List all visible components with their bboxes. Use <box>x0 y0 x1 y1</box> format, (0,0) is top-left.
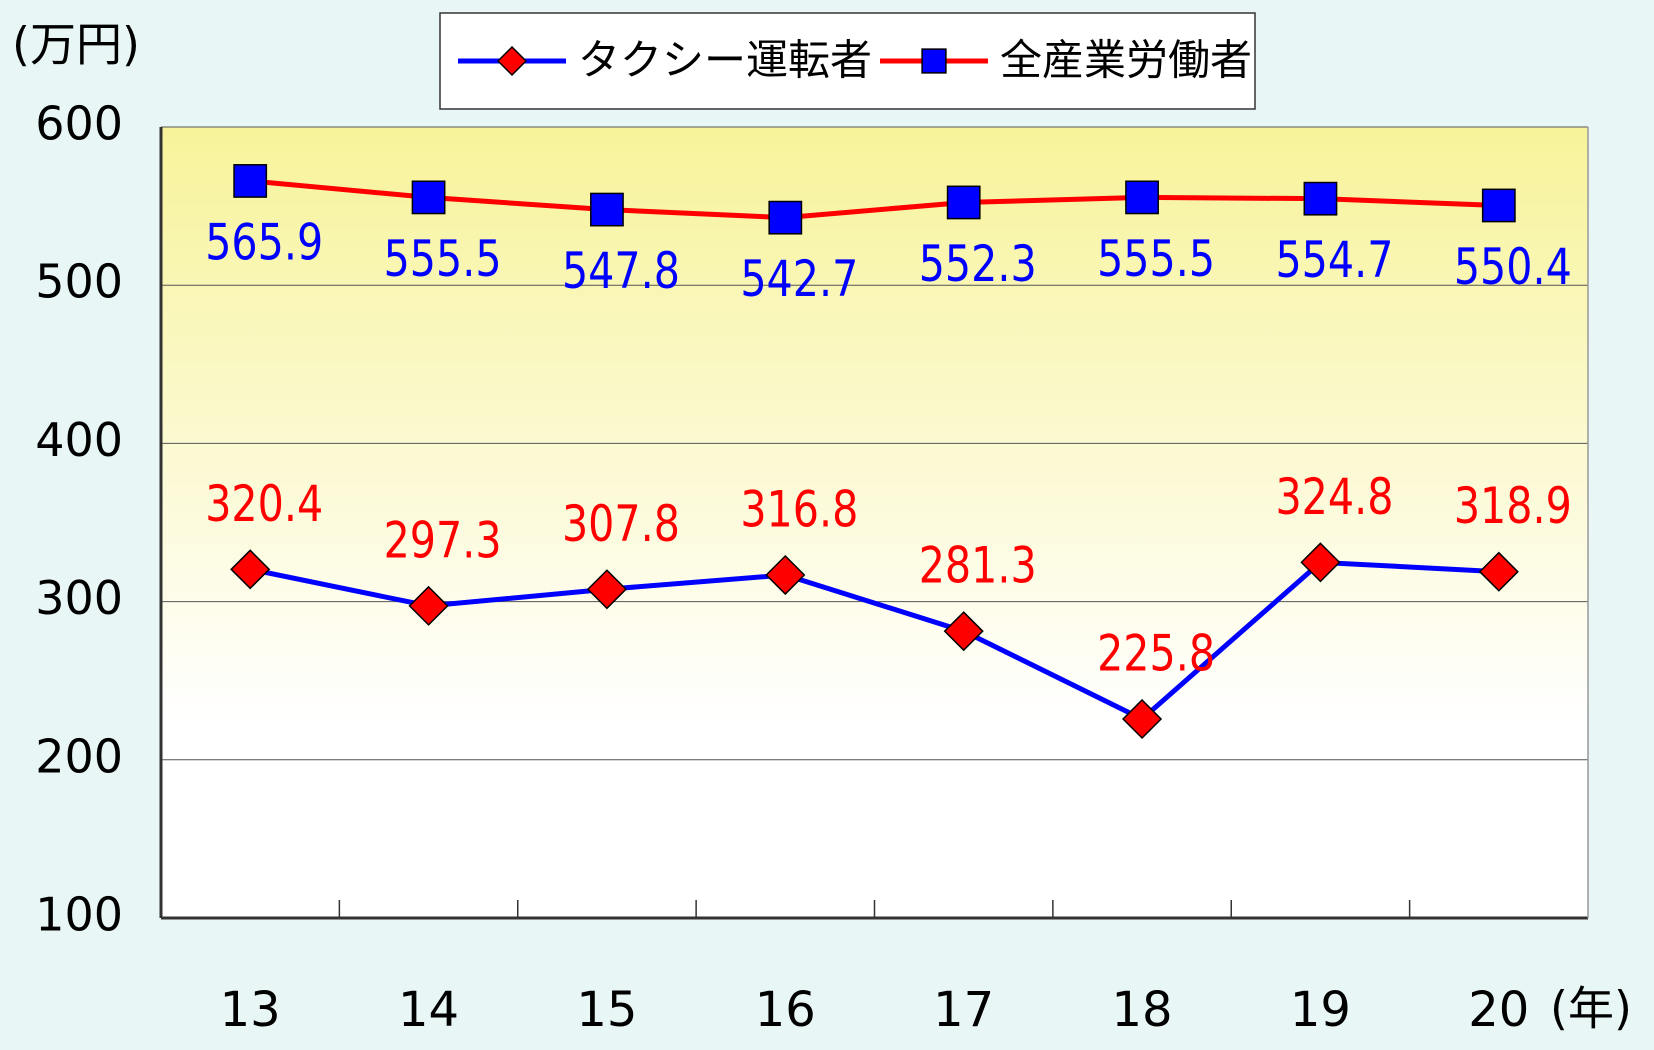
x-tick-label: 17 <box>933 982 994 1038</box>
data-label: 281.3 <box>919 537 1037 595</box>
marker <box>586 569 627 610</box>
marker <box>946 185 981 220</box>
data-label: 542.7 <box>740 250 858 308</box>
legend-marker <box>496 45 528 77</box>
data-label: 550.4 <box>1454 238 1572 296</box>
series-line <box>249 559 1499 722</box>
marker <box>408 585 449 626</box>
data-label: 316.8 <box>740 481 858 539</box>
marker <box>1478 551 1519 592</box>
y-tick-label: 400 <box>35 413 123 467</box>
x-tick-label: 20 <box>1468 982 1529 1038</box>
data-label: 552.3 <box>919 235 1037 293</box>
data-label: 555.5 <box>1097 230 1215 288</box>
legend-marker <box>921 48 947 74</box>
marker <box>1121 698 1163 740</box>
data-label: 565.9 <box>205 213 323 271</box>
data-label: 324.8 <box>1275 468 1393 526</box>
data-label: 554.7 <box>1275 231 1393 289</box>
marker <box>233 164 268 198</box>
legend-label: 全産業労働者 <box>1000 36 1252 85</box>
series-line <box>249 178 1499 221</box>
y-tick-label: 600 <box>35 97 123 151</box>
y-tick-label: 500 <box>35 255 123 309</box>
x-tick-label: 18 <box>1112 982 1173 1038</box>
x-tick-label: 15 <box>576 982 637 1038</box>
marker <box>1303 181 1338 216</box>
y-tick-label: 200 <box>35 729 123 783</box>
x-tick-label: 14 <box>398 982 459 1038</box>
data-label: 297.3 <box>384 511 502 569</box>
y-tick-label: 300 <box>35 571 123 625</box>
x-axis-label: (年) <box>1550 982 1632 1036</box>
y-axis-label: (万円) <box>12 18 140 72</box>
marker <box>768 200 803 235</box>
marker <box>1300 542 1341 583</box>
data-label: 225.8 <box>1097 624 1215 682</box>
y-tick-label: 100 <box>35 888 123 942</box>
marker <box>765 554 806 596</box>
data-label: 555.5 <box>384 230 502 288</box>
data-label: 547.8 <box>562 242 680 300</box>
data-label: 318.9 <box>1454 477 1572 535</box>
marker <box>590 192 624 227</box>
marker <box>943 611 984 652</box>
plot-area <box>161 127 1588 918</box>
x-tick-label: 16 <box>755 982 816 1038</box>
legend-box <box>439 12 1256 110</box>
marker <box>1481 188 1516 223</box>
marker <box>1125 180 1159 215</box>
legend-label: タクシー運転者 <box>578 36 872 85</box>
x-tick-label: 19 <box>1290 982 1351 1038</box>
x-tick-label: 13 <box>220 982 281 1038</box>
data-label: 307.8 <box>562 495 680 553</box>
marker <box>411 180 446 215</box>
data-label: 320.4 <box>205 475 323 533</box>
marker <box>230 549 271 590</box>
